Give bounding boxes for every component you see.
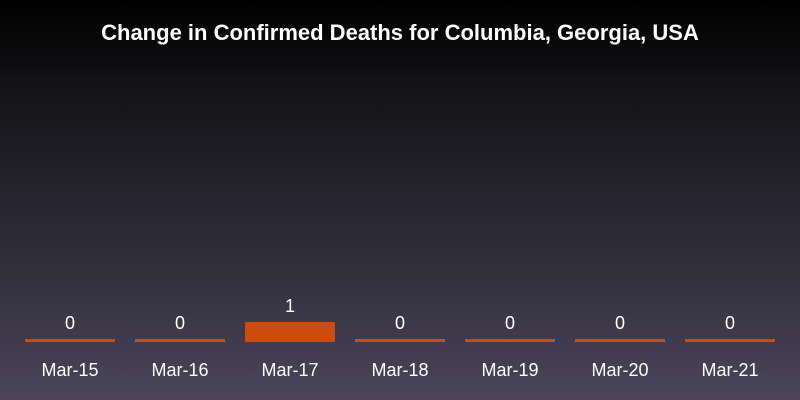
bar-mar-15 bbox=[25, 339, 115, 342]
x-tick-label-mar-19: Mar-19 bbox=[481, 360, 538, 380]
x-tick-label-mar-17: Mar-17 bbox=[261, 360, 318, 380]
x-tick-label-mar-16: Mar-16 bbox=[151, 360, 208, 380]
data-label-mar-17: 1 bbox=[285, 296, 295, 316]
data-label-mar-16: 0 bbox=[175, 313, 185, 333]
data-label-mar-19: 0 bbox=[505, 313, 515, 333]
x-tick-label-mar-20: Mar-20 bbox=[591, 360, 648, 380]
bar-mar-18 bbox=[355, 339, 445, 342]
chart-title: Change in Confirmed Deaths for Columbia,… bbox=[101, 20, 699, 45]
data-label-mar-21: 0 bbox=[725, 313, 735, 333]
bar-mar-16 bbox=[135, 339, 225, 342]
data-label-mar-20: 0 bbox=[615, 313, 625, 333]
bar-mar-17 bbox=[245, 322, 335, 342]
bar-mar-21 bbox=[685, 339, 775, 342]
bar-mar-19 bbox=[465, 339, 555, 342]
data-label-mar-18: 0 bbox=[395, 313, 405, 333]
x-tick-label-mar-21: Mar-21 bbox=[701, 360, 758, 380]
x-tick-label-mar-18: Mar-18 bbox=[371, 360, 428, 380]
bar-mar-20 bbox=[575, 339, 665, 342]
data-label-mar-15: 0 bbox=[65, 313, 75, 333]
x-tick-label-mar-15: Mar-15 bbox=[41, 360, 98, 380]
